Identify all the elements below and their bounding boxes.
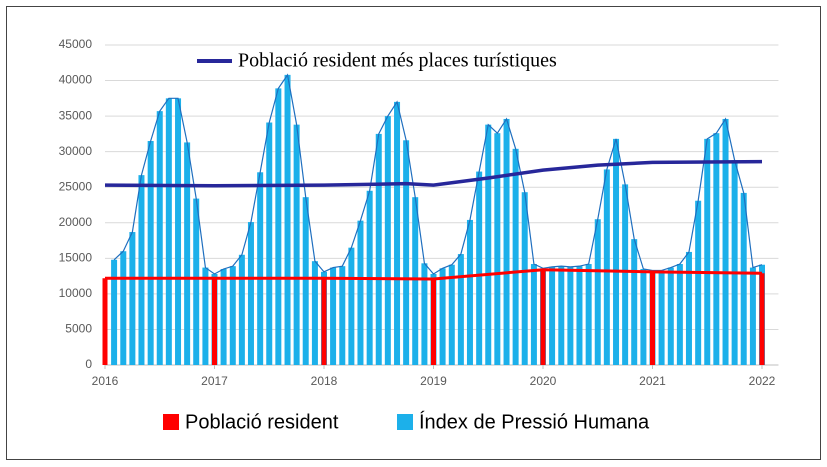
bar: [412, 197, 419, 365]
bar: [549, 266, 556, 365]
bar: [156, 111, 163, 365]
bar: [476, 171, 483, 365]
bar: [759, 273, 765, 365]
bar: [339, 266, 346, 365]
bar: [147, 141, 154, 365]
x-tick-label: 2022: [749, 374, 776, 388]
bar: [330, 267, 337, 365]
bar: [558, 266, 565, 365]
y-tick-label: 10000: [59, 286, 93, 300]
legend-swatch: [397, 414, 413, 430]
bar: [722, 118, 729, 365]
y-tick-label: 35000: [59, 108, 93, 122]
bar: [704, 138, 711, 365]
bar: [613, 138, 620, 365]
bar: [184, 142, 191, 365]
legend-label: Població resident: [185, 411, 339, 433]
bar: [229, 266, 236, 365]
bar: [503, 118, 510, 365]
bar: [193, 198, 200, 365]
bar: [403, 140, 410, 365]
bar: [212, 278, 217, 365]
bar: [650, 271, 655, 365]
bar: [695, 200, 702, 365]
bar: [521, 192, 528, 365]
legend-label: Població resident més places turístiques: [238, 50, 557, 72]
bar: [357, 220, 364, 365]
bar: [257, 172, 264, 365]
legend-label: Índex de Pressió Humana: [419, 410, 650, 433]
bar: [567, 266, 574, 365]
bar: [431, 278, 436, 365]
bar: [220, 269, 227, 365]
bar: [111, 259, 118, 365]
x-tick-label: 2019: [420, 374, 447, 388]
bar: [466, 219, 473, 365]
y-tick-label: 20000: [59, 215, 93, 229]
bar: [394, 101, 401, 365]
bar: [631, 239, 638, 365]
bar: [603, 169, 610, 365]
bar: [685, 251, 692, 365]
y-tick-label: 40000: [59, 73, 93, 87]
bar: [512, 148, 519, 365]
bar: [676, 264, 683, 365]
bar: [640, 269, 647, 365]
bar: [731, 160, 738, 365]
bar: [667, 267, 674, 365]
bar: [494, 133, 501, 365]
bar: [138, 175, 145, 365]
y-tick-label: 30000: [59, 144, 93, 158]
bar: [421, 263, 428, 365]
bar: [129, 232, 136, 365]
line: [105, 268, 763, 281]
y-tick-label: 25000: [59, 179, 93, 193]
y-tick-label: 15000: [59, 251, 93, 265]
bar: [275, 88, 282, 365]
bar: [321, 278, 327, 365]
y-tick-label: 0: [85, 357, 92, 371]
bar: [740, 192, 747, 365]
bar: [175, 98, 182, 365]
y-tick-label: 45000: [59, 37, 93, 51]
bar: [457, 254, 464, 365]
bar: [165, 98, 172, 365]
bar: [439, 268, 446, 365]
x-tick-label: 2018: [311, 374, 338, 388]
bar: [375, 133, 382, 365]
line: [104, 159, 763, 188]
bar: [348, 247, 355, 365]
bar: [622, 184, 629, 365]
bar: [293, 124, 300, 366]
bar: [585, 264, 592, 365]
bar: [713, 133, 720, 365]
bar: [302, 197, 309, 365]
bar: [247, 222, 254, 365]
bar: [448, 264, 455, 365]
bar: [530, 264, 537, 365]
bar: [594, 219, 601, 365]
bar: [266, 122, 273, 365]
legend-swatch: [163, 414, 179, 430]
bar: [749, 267, 756, 365]
bar: [384, 116, 391, 365]
bar: [284, 74, 291, 365]
bar: [576, 266, 583, 365]
x-tick-label: 2017: [201, 374, 228, 388]
bar: [658, 270, 665, 365]
bar: [102, 278, 108, 365]
bar: [120, 251, 127, 365]
bar: [238, 254, 245, 365]
bar: [485, 124, 492, 366]
bar: [202, 267, 209, 365]
bar: [311, 261, 318, 365]
y-tick-label: 5000: [65, 322, 92, 336]
x-tick-label: 2020: [530, 374, 557, 388]
bar: [540, 269, 546, 365]
x-tick-label: 2016: [92, 374, 119, 388]
x-tick-label: 2021: [639, 374, 666, 388]
